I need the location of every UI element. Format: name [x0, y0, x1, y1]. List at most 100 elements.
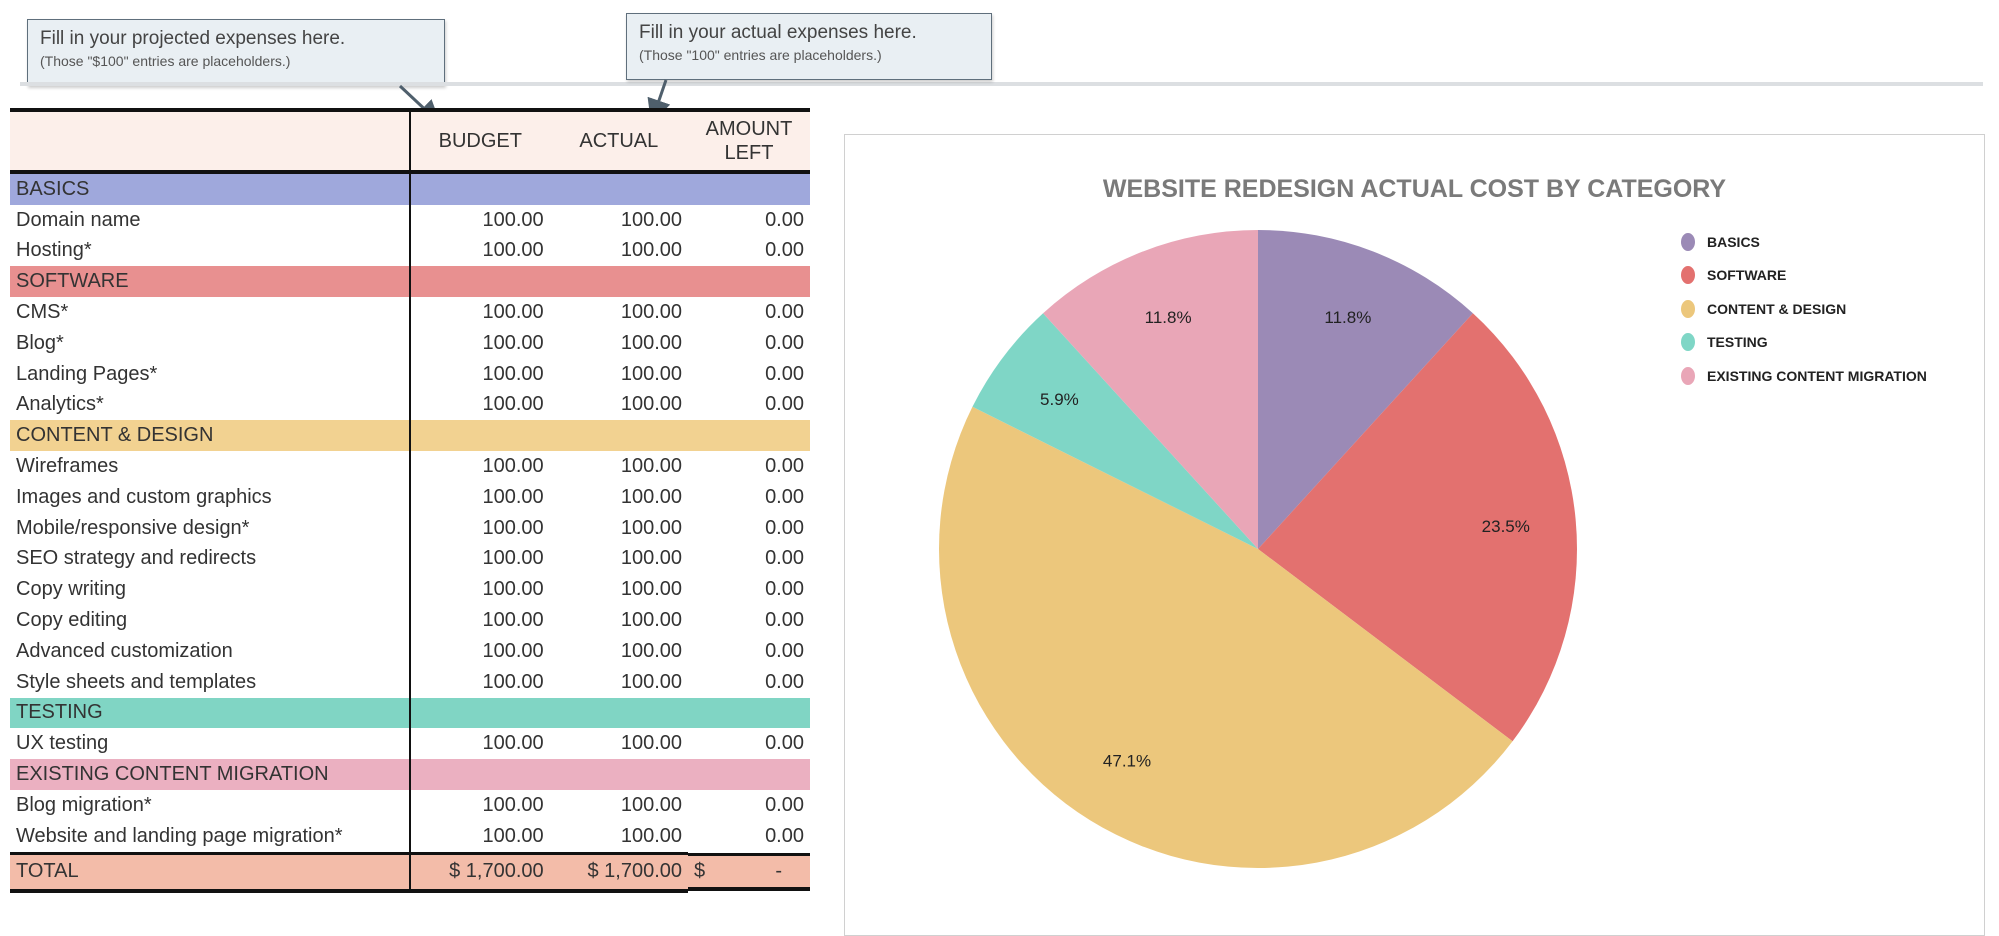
actual-cell[interactable]: 100.00 — [620, 732, 682, 755]
table-row: Style sheets and templates 100.00 100.00 0.… — [10, 666, 810, 698]
callout-budget-text: Fill in your projected expenses here. — [40, 28, 346, 49]
item-name: Domain name — [10, 204, 411, 236]
total-row: TOTAL $ 1,700.00 $ 1,700.00 $ - — [10, 851, 810, 893]
section-label: EXISTING CONTENT MIGRATION — [10, 759, 411, 790]
amount-left-cell: 0.00 — [765, 485, 804, 508]
section-row: SOFTWARE — [10, 266, 810, 298]
budget-cell[interactable]: 100.00 — [482, 516, 544, 539]
pie-slice-software — [1258, 313, 1577, 742]
total-budget: $ 1,700.00 — [410, 851, 550, 893]
item-name: Images and custom graphics — [10, 481, 411, 513]
budget-cell[interactable]: 100.00 — [482, 609, 544, 632]
item-name: UX testing — [10, 728, 411, 760]
legend-item: SOFTWARE — [1681, 259, 1927, 293]
legend-label: SOFTWARE — [1707, 267, 1787, 284]
actual-cell[interactable]: 100.00 — [620, 793, 682, 816]
actual-cell[interactable]: 100.00 — [620, 455, 682, 478]
item-name: Landing Pages* — [10, 358, 411, 390]
callout-actual: Fill in your actual expenses here. (Thos… — [626, 13, 992, 80]
legend-item: EXISTING CONTENT MIGRATION — [1681, 359, 1927, 393]
legend-item: TESTING — [1681, 326, 1927, 360]
total-label: TOTAL — [10, 851, 411, 893]
actual-cell[interactable]: 100.00 — [620, 547, 682, 570]
actual-cell[interactable]: 100.00 — [620, 301, 682, 324]
item-name: Copy writing — [10, 574, 411, 606]
amount-left-cell: 0.00 — [765, 670, 804, 693]
amount-left-cell: 0.00 — [765, 455, 804, 478]
item-name: Copy editing — [10, 605, 411, 636]
item-name: Blog migration* — [10, 789, 411, 821]
budget-cell[interactable]: 100.00 — [482, 578, 544, 601]
pie-data-label: 47.1% — [1103, 752, 1151, 771]
budget-cell[interactable]: 100.00 — [482, 547, 544, 570]
pie-svg: 11.8% 23.5% 47.1% 5.9% 11.8% — [939, 230, 1577, 869]
actual-cell[interactable]: 100.00 — [620, 639, 682, 662]
legend-label: EXISTING CONTENT MIGRATION — [1707, 367, 1927, 384]
actual-cell[interactable]: 100.00 — [620, 393, 682, 416]
budget-cell[interactable]: 100.00 — [482, 455, 544, 478]
actual-cell[interactable]: 100.00 — [620, 362, 682, 385]
actual-cell[interactable]: 100.00 — [620, 670, 682, 693]
budget-cell[interactable]: 100.00 — [482, 301, 544, 324]
actual-cell[interactable]: 100.00 — [620, 578, 682, 601]
section-cell — [688, 172, 810, 205]
actual-cell[interactable]: 100.00 — [620, 609, 682, 632]
budget-cell[interactable]: 100.00 — [482, 793, 544, 816]
table-row: Copy writing 100.00 100.00 0.00 — [10, 574, 810, 606]
item-name: Blog* — [10, 327, 411, 359]
section-cell — [410, 266, 550, 297]
section-cell — [410, 172, 550, 205]
pie-data-label: 11.8% — [1145, 308, 1192, 327]
actual-cell[interactable]: 100.00 — [620, 331, 682, 354]
actual-cell[interactable]: 100.00 — [620, 239, 682, 262]
section-cell — [550, 266, 688, 297]
amount-left-cell: 0.00 — [765, 732, 804, 755]
budget-cell[interactable]: 100.00 — [482, 208, 544, 231]
budget-cell[interactable]: 100.00 — [482, 732, 544, 755]
pie-data-label: 23.5% — [1482, 517, 1530, 536]
legend-dot-icon — [1681, 299, 1695, 318]
section-label: SOFTWARE — [10, 266, 411, 298]
header-actual: ACTUAL — [549, 108, 688, 174]
divider-line — [20, 82, 1983, 86]
expense-table: BUDGET ACTUAL AMOUNT LEFT BASICS Domain na… — [10, 108, 810, 893]
header-budget: BUDGET — [410, 108, 550, 174]
amount-left-cell: 0.00 — [765, 239, 804, 262]
table-row: Advanced customization 100.00 100.00 0.00 — [10, 635, 810, 667]
table-row: Mobile/responsive design* 100.00 100.00 0.0… — [10, 512, 810, 544]
budget-cell[interactable]: 100.00 — [482, 824, 544, 847]
pie-slice-basics — [1258, 230, 1473, 549]
table-row: Domain name 100.00 100.00 0.00 — [10, 204, 810, 236]
budget-cell[interactable]: 100.00 — [482, 639, 544, 662]
table-row: Wireframes 100.00 100.00 0.00 — [10, 451, 810, 482]
header-amount-left: AMOUNT LEFT — [688, 108, 810, 174]
table-header: BUDGET ACTUAL AMOUNT LEFT — [10, 108, 810, 174]
amount-left-cell: 0.00 — [765, 578, 804, 601]
budget-cell[interactable]: 100.00 — [482, 393, 544, 416]
budget-cell[interactable]: 100.00 — [482, 239, 544, 262]
table-row: Landing Pages* 100.00 100.00 0.00 — [10, 358, 810, 390]
pie-data-label: 11.8% — [1324, 308, 1371, 327]
legend-label: CONTENT & DESIGN — [1707, 300, 1847, 317]
section-label: CONTENT & DESIGN — [10, 420, 411, 452]
item-name: Mobile/responsive design* — [10, 512, 411, 544]
table-row: Analytics* 100.00 100.00 0.00 — [10, 389, 810, 421]
actual-cell[interactable]: 100.00 — [620, 824, 682, 847]
amount-left-cell: 0.00 — [765, 639, 804, 662]
budget-cell[interactable]: 100.00 — [482, 485, 544, 508]
actual-cell[interactable]: 100.00 — [620, 485, 682, 508]
item-name: Advanced customization — [10, 635, 411, 667]
legend-dot-icon — [1681, 333, 1695, 352]
budget-cell[interactable]: 100.00 — [482, 670, 544, 693]
callout-budget-note: (Those "$100" entries are placeholders.) — [40, 53, 291, 69]
chart-legend: BASICS SOFTWARE CONTENT & DESIGN TESTING EXI… — [1681, 225, 1927, 393]
budget-cell[interactable]: 100.00 — [482, 331, 544, 354]
amount-left-cell: 0.00 — [765, 609, 804, 632]
pie-slice-testing — [972, 313, 1258, 549]
actual-cell[interactable]: 100.00 — [620, 208, 682, 231]
pie-slice-content-design — [939, 406, 1513, 869]
callout-actual-text: Fill in your actual expenses here. — [639, 22, 917, 43]
callout-budget: Fill in your projected expenses here. (T… — [27, 19, 445, 86]
budget-cell[interactable]: 100.00 — [482, 362, 544, 385]
actual-cell[interactable]: 100.00 — [620, 516, 682, 539]
